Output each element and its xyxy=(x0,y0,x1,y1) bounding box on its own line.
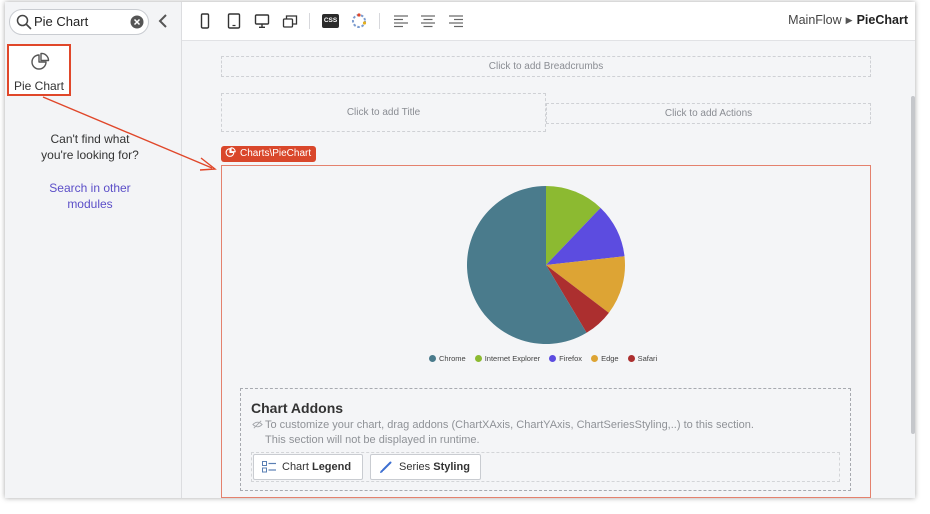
pie-slice-edge[interactable] xyxy=(546,256,625,313)
legend-label: Safari xyxy=(637,354,658,363)
pie-chart-icon xyxy=(31,52,50,70)
addons-drop-zone[interactable] xyxy=(251,452,840,482)
align-right-icon[interactable] xyxy=(448,13,464,29)
legend-label: Edge xyxy=(601,354,619,363)
legend-label: Chrome xyxy=(439,354,466,363)
breadcrumb: MainFlow ▶ PieChart xyxy=(788,13,908,27)
caret-right-icon: ▶ xyxy=(845,15,853,25)
brush-icon xyxy=(380,461,392,473)
widget-tag-label: Charts\PieChart xyxy=(240,148,312,159)
addons-hint: To customize your chart, drag addons (Ch… xyxy=(265,418,754,448)
legend-swatch xyxy=(549,355,557,362)
clear-search-icon[interactable] xyxy=(130,15,144,29)
not-found-line-1: Can't find what xyxy=(50,132,130,146)
toolbar-divider xyxy=(379,13,380,29)
search-other-line-2[interactable]: modules xyxy=(67,197,113,211)
pie-chart-icon xyxy=(225,147,236,157)
addon-bold: Styling xyxy=(433,461,470,473)
chart-legend-addon-button[interactable]: Chart Legend xyxy=(253,454,363,480)
addons-title: Chart Addons xyxy=(251,400,344,416)
breadcrumbs-placeholder[interactable]: Click to add Breadcrumbs xyxy=(221,56,871,77)
tablet-icon[interactable] xyxy=(226,13,242,29)
actions-placeholder[interactable]: Click to add Actions xyxy=(546,103,871,124)
toolbar: CSS MainFlow ▶ PieChart xyxy=(182,2,915,41)
widget-tag[interactable]: Charts\PieChart xyxy=(221,146,317,162)
align-left-icon[interactable] xyxy=(393,13,409,29)
not-found-message: Can't find what you're looking for? xyxy=(15,131,165,163)
series-styling-addon-button[interactable]: Series Styling xyxy=(370,454,481,480)
legend-swatch xyxy=(474,355,482,362)
legend-item[interactable]: Internet Explorer xyxy=(474,354,541,363)
legend-label: Firefox xyxy=(559,354,583,363)
legend-item[interactable]: Firefox xyxy=(549,354,582,363)
sidebar: Pie Chart Can't find what you're looking… xyxy=(5,2,182,498)
search-other-modules-link[interactable]: Search in other modules xyxy=(35,180,145,212)
legend-label: Internet Explorer xyxy=(484,354,541,363)
search-box[interactable] xyxy=(9,9,149,35)
search-other-line-1[interactable]: Search in other xyxy=(49,181,131,195)
legend-swatch xyxy=(591,355,599,362)
breadcrumb-flow[interactable]: MainFlow xyxy=(788,13,842,27)
pie-slice-chrome[interactable] xyxy=(467,186,587,344)
pie-slice-internet-explorer[interactable] xyxy=(546,186,601,265)
title-placeholder[interactable]: Click to add Title xyxy=(221,93,546,132)
pie-slice-safari[interactable] xyxy=(546,265,609,333)
addon-prefix: Chart xyxy=(282,461,309,473)
align-center-icon[interactable] xyxy=(420,13,436,29)
search-input[interactable] xyxy=(34,12,122,30)
app-window: Pie Chart Can't find what you're looking… xyxy=(5,2,915,498)
addons-hint-line-1: To customize your chart, drag addons (Ch… xyxy=(265,419,754,431)
not-found-line-2: you're looking for? xyxy=(41,148,139,162)
search-result-label: Pie Chart xyxy=(13,79,65,93)
legend-icon xyxy=(262,461,276,473)
legend-swatch xyxy=(429,355,436,362)
theme-icon[interactable] xyxy=(351,13,367,29)
collapse-panel-icon[interactable] xyxy=(157,13,169,29)
chart-addons-section[interactable] xyxy=(240,388,851,491)
search-icon xyxy=(16,14,32,30)
legend-item[interactable]: Edge xyxy=(591,354,619,363)
legend-item[interactable]: Chrome xyxy=(429,354,466,363)
addon-bold: Legend xyxy=(311,461,352,473)
toolbar-divider xyxy=(309,13,310,29)
pie-chart xyxy=(467,186,625,344)
breadcrumb-screen: PieChart xyxy=(856,13,908,27)
addons-hint-line-2: This section will not be displayed in ru… xyxy=(265,434,480,446)
eye-hidden-icon xyxy=(252,420,263,429)
phone-icon[interactable] xyxy=(197,13,213,29)
desktop-icon[interactable] xyxy=(254,13,270,29)
pie-chart-widget[interactable] xyxy=(221,165,871,498)
css-icon[interactable]: CSS xyxy=(322,14,339,28)
search-result-pie-chart[interactable]: Pie Chart xyxy=(7,44,71,96)
pie-slice-firefox[interactable] xyxy=(546,207,625,265)
addon-prefix: Series xyxy=(399,461,431,473)
legend-item[interactable]: Safari xyxy=(627,354,658,363)
canvas-scrollbar[interactable] xyxy=(911,96,915,434)
legend-swatch xyxy=(627,355,635,362)
multi-screen-icon[interactable] xyxy=(282,13,298,29)
chart-legend: Chrome Internet Explorer Firefox Edge Safari xyxy=(429,354,666,368)
